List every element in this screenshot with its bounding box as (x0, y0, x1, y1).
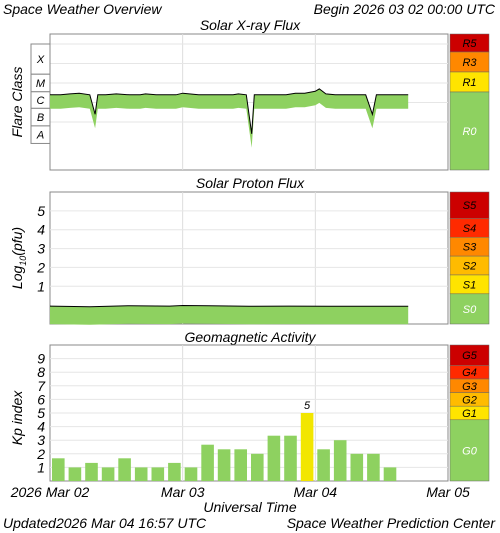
updated-time: Updated2026 Mar 04 16:57 UTC (3, 515, 206, 531)
kp-ytick-3: 3 (37, 432, 45, 448)
proton-plot-area (49, 191, 449, 325)
proton-scale-label-s3: S3 (463, 242, 477, 254)
source-credit: Space Weather Prediction Center (286, 515, 495, 531)
xtick-0: 2026 Mar 02 (10, 484, 90, 500)
kp-bar-20 (383, 467, 397, 481)
proton-title: Solar Proton Flux (195, 175, 305, 191)
class-label-m: M (36, 78, 46, 90)
proton-flux-line (49, 304, 409, 308)
class-label-x: X (36, 54, 45, 66)
kp-bar-12 (251, 453, 264, 481)
xray-title: Solar X-ray Flux (199, 17, 301, 33)
kp-bar-3 (101, 467, 115, 481)
kp-bar-2 (85, 462, 98, 481)
kp-ytick-5: 5 (37, 405, 45, 421)
proton-scale-label-s2: S2 (463, 261, 476, 273)
proton-ytick-1: 1 (37, 278, 45, 294)
begin-date: 2026 03 02 00:00 UTC (353, 1, 495, 17)
kp-ytick-1: 1 (37, 459, 45, 475)
kp-scale-label-g1: G1 (462, 408, 477, 420)
class-label-b: B (37, 112, 44, 124)
xray-scale-label-r5: R5 (462, 38, 477, 50)
class-label-a: A (36, 130, 44, 142)
proton-scale-band-5 (449, 293, 490, 325)
kp-bar-8 (184, 467, 198, 481)
xaxis-label: Universal Time (203, 499, 296, 515)
begin-time: Begin 2026 03 02 00:00 UTC (314, 1, 495, 17)
kp-scale-band-5 (449, 419, 490, 482)
xray-scale-label-r3: R3 (462, 57, 477, 69)
xtick-3: Mar 05 (426, 484, 470, 500)
kp-ytick-7: 7 (37, 378, 46, 394)
begin-label: Begin (313, 1, 350, 17)
proton-scale-label-s0: S0 (463, 304, 477, 316)
kp-ytick-8: 8 (37, 364, 45, 380)
xray-flux-line (50, 88, 409, 134)
proton-ylabel: Log10(pfu) (9, 227, 28, 289)
kp-ytick-6: 6 (37, 391, 45, 407)
kp-bar-15 (300, 413, 314, 481)
updated-label: Updated (3, 515, 56, 531)
kp-bar-1 (68, 467, 82, 481)
kp-bar-14 (284, 435, 297, 481)
proton-scale-label-s4: S4 (463, 223, 476, 235)
class-box-a (30, 125, 51, 144)
xtick-2: Mar 04 (294, 484, 338, 500)
kp-bar-18 (350, 453, 364, 481)
xtick-1: Mar 03 (161, 484, 205, 500)
overview-title: Space Weather Overview (3, 1, 162, 17)
kp-data-label-15: 5 (304, 400, 311, 412)
proton-panel: 1 2 3 4 5 S5 S4 S3 S2 S1 S0 Log10(pfu) (9, 191, 490, 325)
kp-bar-5 (134, 467, 148, 481)
kp-scale-label-g4: G4 (462, 367, 477, 379)
xray-scale-label-r1: R1 (462, 77, 476, 89)
kp-bar-9 (201, 444, 214, 481)
xray-flux-fill (50, 88, 409, 148)
proton-flux-fill (50, 305, 409, 325)
kp-scale-label-g0: G0 (462, 445, 478, 457)
kp-bar-17 (333, 440, 347, 481)
proton-ylabel-post: (pfu) (9, 227, 25, 256)
kp-bar-0 (52, 458, 65, 481)
xray-scale-label-r0: R0 (462, 126, 477, 138)
kp-bar-13 (267, 435, 281, 481)
kp-ytick-9: 9 (37, 351, 45, 367)
kp-bar-10 (217, 449, 231, 481)
kp-scale-label-g5: G5 (462, 350, 478, 362)
kp-scale-label-g3: G3 (462, 381, 478, 393)
xray-ylabel: Flare Class (9, 67, 25, 138)
kp-bar-6 (151, 467, 165, 481)
kp-bar-4 (118, 458, 131, 481)
kp-ytick-4: 4 (37, 419, 45, 435)
kp-ytick-2: 2 (36, 446, 45, 462)
updated-date: 2026 Mar 04 16:57 UTC (55, 515, 207, 531)
proton-ytick-5: 5 (37, 203, 45, 219)
proton-scale-label-s5: S5 (463, 200, 477, 212)
kp-bar-7 (168, 462, 181, 481)
kp-scale-label-g2: G2 (462, 394, 477, 406)
proton-ytick-2: 2 (36, 259, 45, 275)
geomag-title: Geomagnetic Activity (184, 329, 316, 345)
proton-scale-band-0 (449, 191, 490, 219)
xray-scale-band-3 (449, 91, 490, 171)
proton-ytick-3: 3 (37, 241, 45, 257)
proton-ylabel-pre: Log (9, 266, 25, 290)
proton-ytick-4: 4 (37, 222, 45, 238)
kp-bar-16 (317, 449, 330, 481)
kp-bar-11 (234, 449, 247, 481)
proton-scale-label-s1: S1 (463, 279, 476, 291)
class-label-c: C (37, 95, 45, 107)
kp-bar-19 (367, 453, 380, 481)
proton-ylabel-sub: 10 (18, 256, 28, 266)
kp-ylabel: Kp index (9, 390, 25, 445)
